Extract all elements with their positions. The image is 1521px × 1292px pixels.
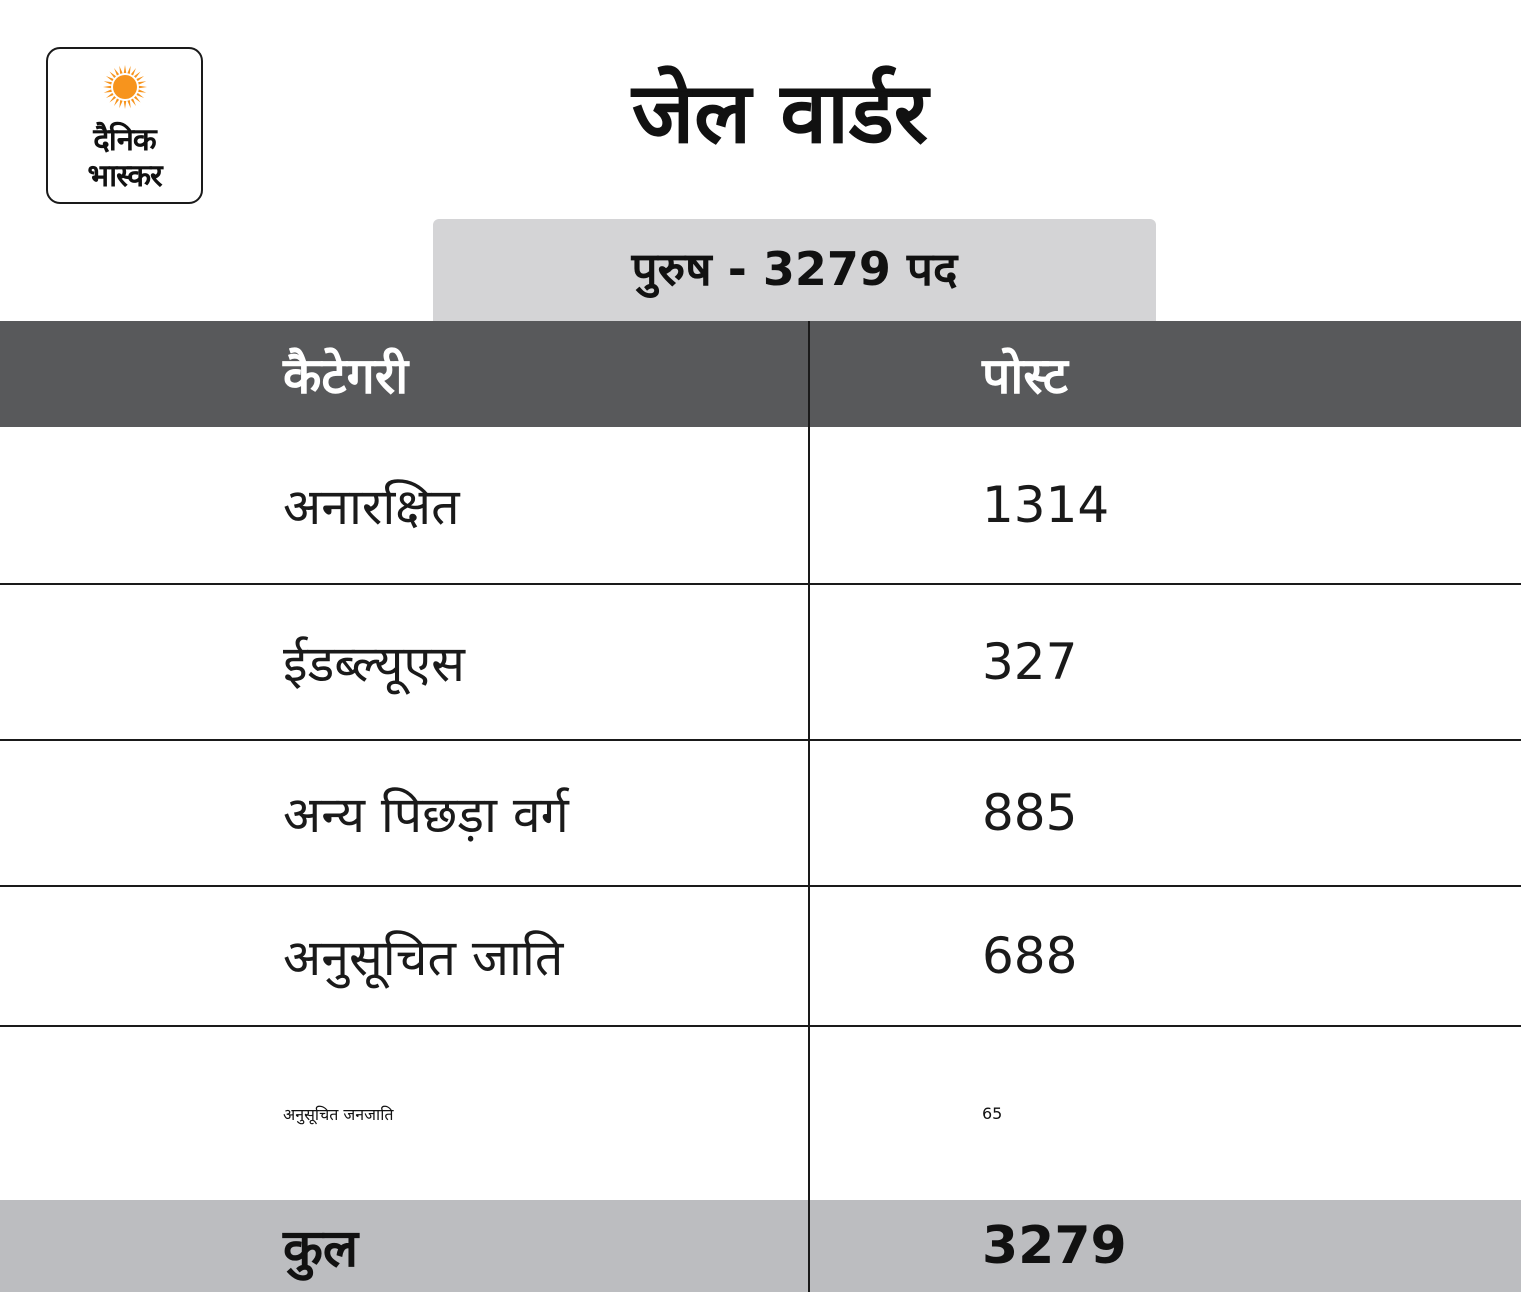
- sun-ray: [136, 92, 145, 98]
- table-row: अन्य पिछड़ा वर्ग 885: [0, 741, 1521, 887]
- subtitle-banner: पुरुष - 3279 पद: [433, 219, 1156, 321]
- logo-text-line2: भास्कर: [87, 158, 162, 194]
- row-posts: 327: [982, 633, 1078, 691]
- column-divider: [808, 321, 810, 1292]
- posts-table: कैटेगरी पोस्ट अनारक्षित 1314 ईडब्ल्यूएस …: [0, 321, 1521, 1292]
- sun-ray: [127, 100, 131, 109]
- header-category: कैटेगरी: [283, 347, 409, 405]
- sun-ray: [130, 67, 136, 76]
- sun-ray: [119, 100, 123, 109]
- sun-ray: [130, 98, 136, 107]
- total-label: कुल: [283, 1218, 359, 1279]
- page-title: जेल वार्डर: [631, 64, 929, 162]
- sun-ray: [123, 100, 127, 109]
- row-category: अनुसूचित जनजाति: [283, 1104, 394, 1124]
- row-posts: 1314: [982, 476, 1110, 534]
- sun-ray: [136, 76, 145, 82]
- row-posts: 65: [982, 1104, 1003, 1123]
- sun-ray: [114, 67, 120, 76]
- table-row: अनुसूचित जनजाति 65: [0, 1027, 1521, 1200]
- table-header-row: कैटेगरी पोस्ट: [0, 321, 1521, 427]
- table-row: ईडब्ल्यूएस 327: [0, 585, 1521, 741]
- sun-ray: [119, 65, 123, 74]
- sun-ray: [138, 89, 147, 93]
- header-posts: पोस्ट: [982, 347, 1068, 405]
- row-category: अनुसूचित जाति: [283, 929, 564, 987]
- sun-ray: [127, 65, 131, 74]
- sun-ray: [105, 92, 114, 98]
- sun-ray: [103, 89, 112, 93]
- sun-ray: [138, 85, 147, 89]
- sun-ray: [138, 81, 147, 85]
- table-row: अनारक्षित 1314: [0, 427, 1521, 585]
- total-value: 3279: [982, 1216, 1127, 1276]
- row-category: अनारक्षित: [283, 478, 460, 536]
- dainik-bhaskar-logo: दैनिक भास्कर: [46, 47, 203, 204]
- sun-icon: [103, 65, 147, 109]
- sun-ray: [114, 98, 120, 107]
- sun-ray: [123, 65, 127, 74]
- sun-ray: [133, 71, 141, 79]
- table-total-row: कुल 3279: [0, 1200, 1521, 1292]
- sun-ray: [109, 95, 117, 103]
- sun-ray: [103, 81, 112, 85]
- row-category: ईडब्ल्यूएस: [283, 635, 465, 693]
- sun-ray: [133, 95, 141, 103]
- sun-ray: [105, 76, 114, 82]
- sun-ray: [103, 85, 112, 89]
- row-category: अन्य पिछड़ा वर्ग: [283, 786, 569, 844]
- row-posts: 688: [982, 927, 1078, 985]
- table-row: अनुसूचित जाति 688: [0, 887, 1521, 1027]
- row-posts: 885: [982, 784, 1078, 842]
- logo-text-line1: दैनिक: [93, 122, 157, 158]
- sun-ray: [109, 71, 117, 79]
